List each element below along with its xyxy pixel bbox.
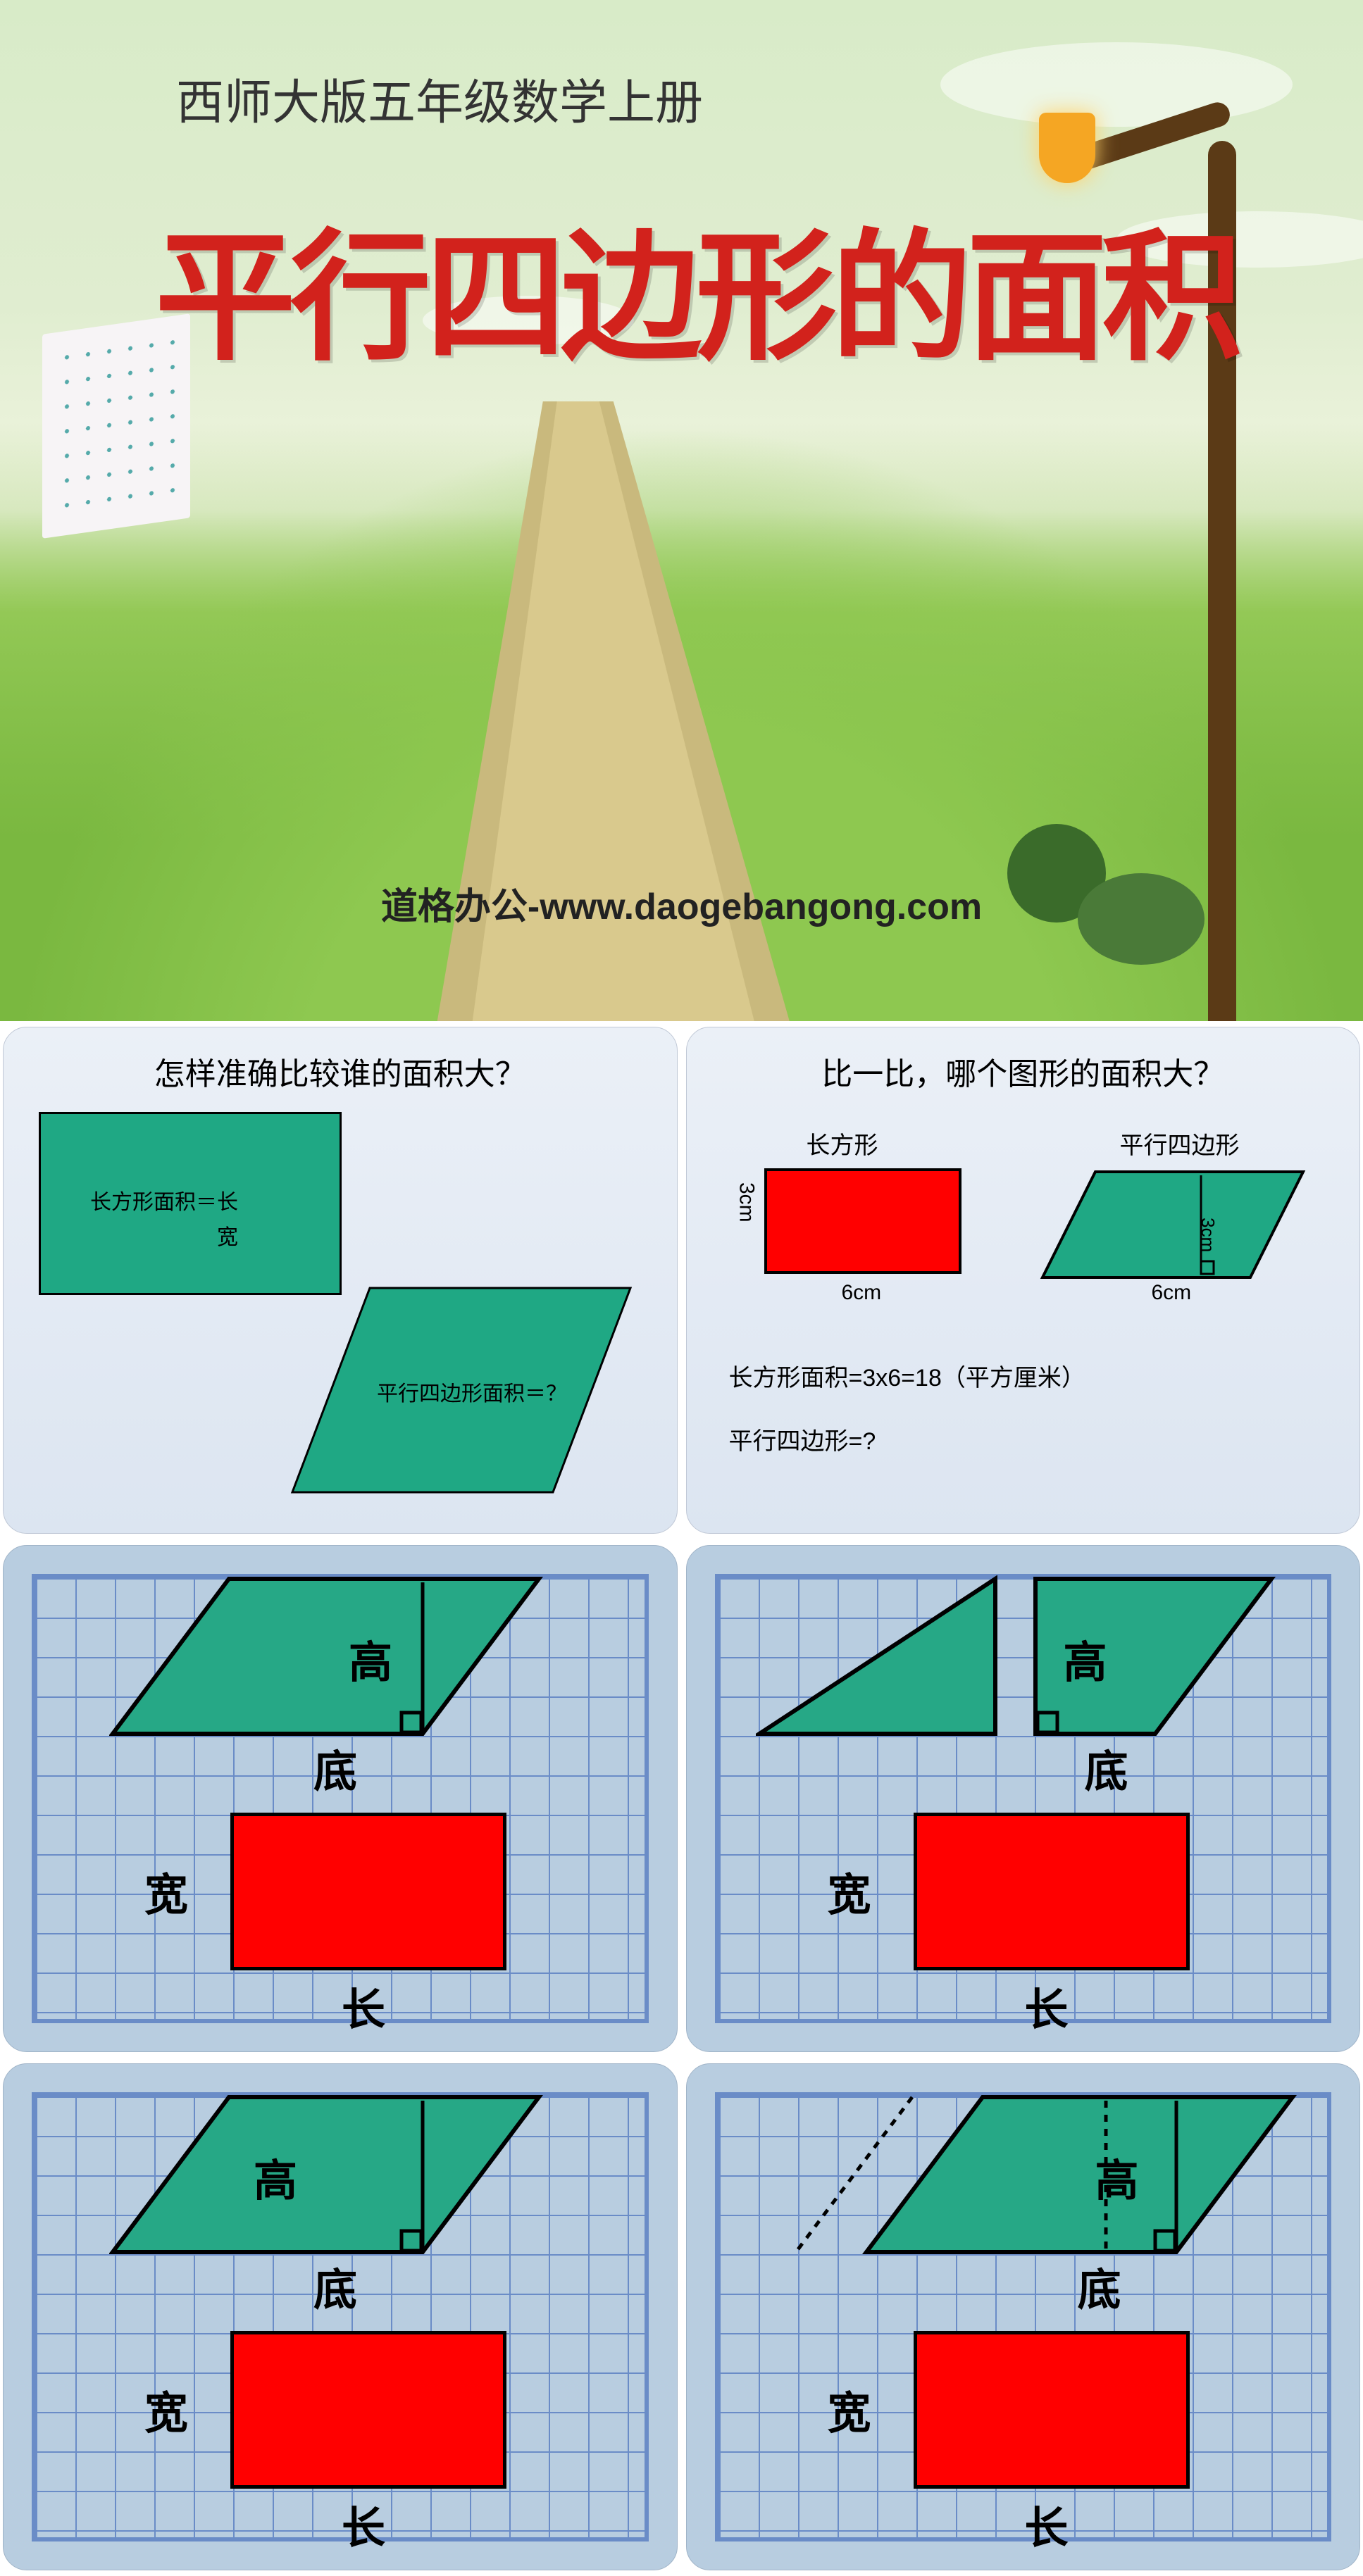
parallelogram-shape: 平行四边形面积＝？ — [285, 1281, 637, 1499]
rectangle-shape — [764, 1168, 961, 1274]
slides-row-1: 怎样准确比较谁的面积大？ 长方形面积＝长 宽 平行四边形面积＝？ 比一比，哪个图… — [0, 1021, 1363, 1539]
label-di: 底 — [313, 1736, 357, 1799]
bush-decoration — [1078, 873, 1205, 965]
rectangle-on-grid — [230, 1813, 506, 1970]
rectangle-on-grid — [914, 1813, 1190, 1970]
grid-slide-3: 高 底 宽 长 — [3, 2063, 678, 2570]
label-chang: 长 — [1025, 2492, 1069, 2556]
rectangle-on-grid — [230, 2331, 506, 2489]
rect-label: 长方形 — [807, 1126, 878, 1161]
pgram-formula-text: 平行四边形面积＝？ — [377, 1382, 567, 1406]
page-container: 西师大版五年级数学上册 平行四边形的面积 道格办公-www.daogebango… — [0, 0, 1363, 2576]
parallelogram-on-grid — [109, 2094, 546, 2263]
slides-row-3: 高 底 宽 长 高 底 宽 长 — [0, 2058, 1363, 2576]
cut-triangle — [756, 1575, 1002, 1744]
rect-formula-2: 宽 — [217, 1220, 238, 1251]
pgram-label: 平行四边形 — [1120, 1126, 1240, 1161]
label-kuan: 宽 — [828, 1859, 871, 1922]
label-kuan: 宽 — [828, 2377, 871, 2441]
watermark-text: 道格办公-www.daogebangong.com — [381, 877, 982, 930]
label-chang: 长 — [342, 1974, 385, 2037]
label-di: 底 — [1078, 2254, 1121, 2318]
label-di: 底 — [313, 2254, 357, 2318]
label-gao: 高 — [254, 2145, 297, 2208]
grid-slide-4: 高 底 宽 长 — [686, 2063, 1361, 2570]
parallelogram-on-grid — [109, 1575, 546, 1744]
label-chang: 长 — [1025, 1974, 1069, 2037]
grid-slide-2: 高 底 宽 长 — [686, 1545, 1361, 2052]
label-di: 底 — [1085, 1736, 1128, 1799]
dim-width: 6cm — [842, 1281, 882, 1305]
parallelogram-with-dashed — [792, 2094, 1300, 2263]
rectangle-on-grid — [914, 2331, 1190, 2489]
building-icon — [182, 381, 309, 535]
slide-compare-shapes: 比一比，哪个图形的面积大？ 长方形 平行四边形 3cm 6cm 3cm 6cm … — [686, 1027, 1361, 1534]
label-gao: 高 — [349, 1627, 392, 1690]
slides-row-2: 高 底 宽 长 高 底 宽 长 — [0, 1539, 1363, 2058]
slide-compare-question: 怎样准确比较谁的面积大？ 长方形面积＝长 宽 平行四边形面积＝？ — [3, 1027, 678, 1534]
hero-title: 平行四边形的面积 — [155, 183, 1237, 387]
cloud-decoration — [940, 42, 1293, 127]
hero-slide: 西师大版五年级数学上册 平行四边形的面积 道格办公-www.daogebango… — [0, 0, 1363, 1021]
label-gao: 高 — [1064, 1627, 1107, 1690]
calc-line-2: 平行四边形=? — [729, 1422, 876, 1456]
label-gao: 高 — [1095, 2145, 1139, 2208]
rectangle-shape: 长方形面积＝长 宽 — [39, 1112, 342, 1295]
dim-height: 3cm — [735, 1182, 759, 1223]
grid-slide-1: 高 底 宽 长 — [3, 1545, 678, 2052]
calc-line-1: 长方形面积=3x6=18（平方厘米） — [729, 1358, 1085, 1393]
rect-formula-1: 长方形面积＝长 — [90, 1184, 238, 1215]
label-kuan: 宽 — [144, 2377, 188, 2441]
dim-width-2: 6cm — [1152, 1281, 1192, 1305]
label-kuan: 宽 — [144, 1859, 188, 1922]
parallelogram-shape: 3cm — [1039, 1168, 1307, 1281]
label-chang: 长 — [342, 2492, 385, 2556]
slide-title: 怎样准确比较谁的面积大？ — [29, 1049, 652, 1094]
slide-title: 比一比，哪个图形的面积大？ — [712, 1049, 1335, 1094]
hero-subtitle: 西师大版五年级数学上册 — [176, 63, 703, 133]
svg-text:3cm: 3cm — [1197, 1218, 1219, 1252]
